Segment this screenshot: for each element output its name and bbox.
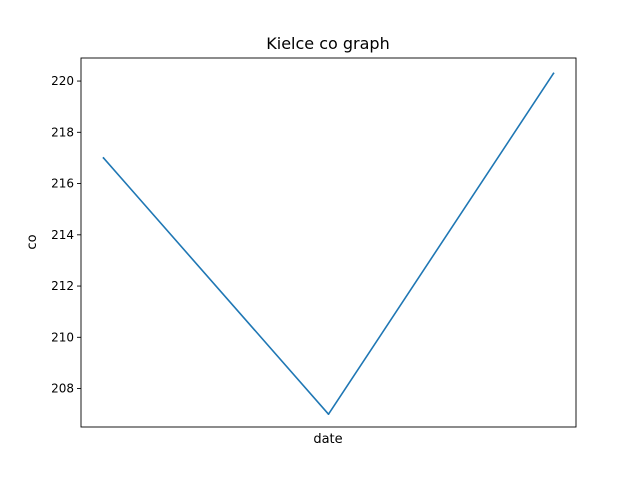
y-tick-label: 218	[51, 125, 74, 139]
y-axis-label: co	[25, 234, 40, 249]
data-point	[552, 72, 555, 75]
chart-title: Kielce co graph	[266, 34, 389, 53]
data-point	[327, 413, 330, 415]
data-point	[102, 157, 105, 159]
y-tick-label: 220	[51, 74, 74, 88]
plot-area	[81, 58, 576, 427]
y-tick-label: 212	[51, 279, 74, 293]
x-axis-label: date	[313, 432, 342, 447]
y-tick-label: 214	[51, 228, 74, 242]
y-axis: 208 210 212 214 216 218 220	[51, 74, 81, 396]
y-tick-label: 210	[51, 330, 74, 344]
y-tick-label: 208	[51, 382, 74, 396]
axes-frame	[80, 57, 577, 428]
series-points	[102, 72, 555, 415]
y-tick-label: 216	[51, 177, 74, 191]
